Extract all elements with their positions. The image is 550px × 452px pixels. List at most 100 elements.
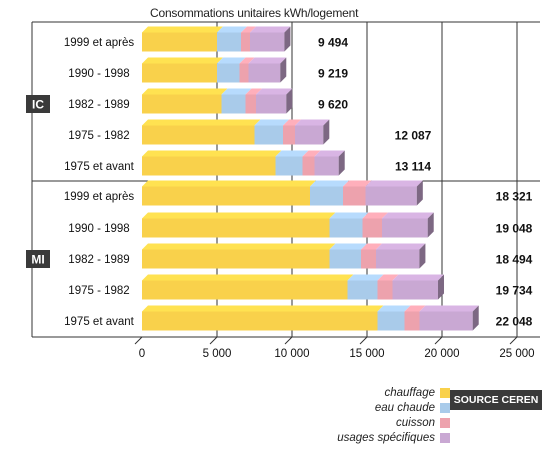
bar-segment-top: [365, 180, 423, 187]
legend-item-usages-specifiques: usages spécifiques: [300, 430, 450, 445]
bar-segment: [221, 94, 246, 114]
bar-end-face: [286, 88, 293, 114]
bar-segment: [142, 218, 330, 238]
data-label: 9 620: [318, 98, 348, 112]
bar-segment-top: [347, 274, 384, 281]
bar-segment-top: [362, 212, 388, 219]
x-tick-label: 25 000: [499, 348, 534, 360]
group-badge-label: IC: [32, 98, 44, 112]
category-label: 1990 - 1998: [68, 68, 129, 80]
bar-segment-top: [142, 212, 336, 219]
bar-segment-top: [142, 57, 223, 64]
bar-segment-top: [142, 243, 336, 250]
bar-segment-top: [245, 88, 262, 95]
bar-segment-top: [314, 150, 345, 157]
bar-segment-top: [329, 243, 367, 250]
bar-end-face: [338, 150, 345, 176]
bar-segment: [142, 94, 222, 114]
bar-segment: [329, 218, 363, 238]
data-label: 18 494: [496, 253, 533, 267]
bar-end-face: [438, 274, 445, 300]
x-tick: [134, 336, 143, 345]
bar-end-face: [419, 243, 426, 269]
x-tick: [434, 336, 443, 345]
bar-end-face: [323, 119, 330, 145]
bar-segment-top: [239, 57, 255, 64]
bar-segment-top: [377, 305, 411, 312]
bar-segment: [217, 32, 241, 52]
bar-segment-top: [250, 26, 291, 33]
category-label: 1990 - 1998: [68, 223, 129, 235]
bar-segment: [419, 311, 473, 331]
bar-segment: [310, 186, 343, 206]
bar-end-face: [427, 212, 434, 238]
bar-segment-top: [376, 243, 426, 250]
category-label: 1999 et après: [64, 37, 135, 49]
bar-segment-top: [310, 180, 349, 187]
bar-end-face: [284, 26, 291, 52]
data-label: 22 048: [496, 315, 533, 329]
bar-segment-top: [221, 88, 252, 95]
bar-segment: [362, 218, 382, 238]
data-label: 13 114: [395, 160, 431, 174]
bar-end-face: [416, 180, 423, 206]
bar-segment: [404, 311, 420, 331]
x-tick-label: 15 000: [349, 348, 384, 360]
bar-segment-top: [142, 305, 384, 312]
bar-segment: [245, 94, 256, 114]
bar-segment: [377, 280, 393, 300]
bar-segment: [361, 249, 376, 269]
bar-segment: [142, 125, 255, 145]
legend-swatch: [440, 387, 450, 398]
bar-segment: [142, 249, 330, 269]
bar-segment: [376, 249, 420, 269]
bar-segment: [382, 218, 428, 238]
bar-segment-top: [419, 305, 479, 312]
bar-segment-top: [142, 26, 223, 33]
bar-segment: [248, 63, 281, 83]
x-tick: [209, 336, 218, 345]
data-label: 19 734: [496, 284, 533, 298]
legend-swatch: [440, 402, 450, 413]
legend: chauffage eau chaude cuisson usages spéc…: [300, 385, 450, 445]
legend-item-chauffage: chauffage: [300, 385, 450, 400]
x-tick: [509, 336, 518, 345]
bar-segment: [329, 249, 361, 269]
group-badge: [26, 95, 50, 113]
x-tick-label: 10 000: [274, 348, 309, 360]
group-badge-label: MI: [31, 253, 44, 267]
bar-segment-top: [142, 274, 354, 281]
bar-segment: [365, 186, 417, 206]
bar-segment: [142, 186, 310, 206]
bar-segment-top: [377, 274, 399, 281]
bar-segment-top: [217, 26, 247, 33]
legend-label: eau chaude: [374, 401, 435, 414]
bar-segment-top: [142, 119, 261, 126]
data-label: 9 494: [318, 36, 348, 50]
bar-segment: [142, 156, 276, 176]
bar-segment-top: [361, 243, 382, 250]
category-label: 1982 - 1989: [68, 254, 129, 266]
legend-swatch: [440, 432, 450, 443]
bar-segment-top: [275, 150, 309, 157]
x-tick-label: 0: [139, 348, 145, 360]
x-tick: [359, 336, 368, 345]
x-tick-label: 20 000: [424, 348, 459, 360]
bar-segment-top: [241, 26, 256, 33]
bar-segment: [142, 63, 217, 83]
data-label: 18 321: [496, 190, 533, 204]
legend-item-eau-chaude: eau chaude: [300, 400, 450, 415]
bar-segment: [254, 125, 283, 145]
legend-label: cuisson: [396, 416, 435, 429]
bar-segment-top: [256, 88, 293, 95]
bar-segment-top: [382, 212, 434, 219]
bar-segment: [295, 125, 324, 145]
category-label: 1982 - 1989: [68, 99, 129, 111]
bar-segment: [239, 63, 249, 83]
bar-segment: [250, 32, 285, 52]
bar-segment: [217, 63, 240, 83]
bar-segment: [347, 280, 378, 300]
bar-segment-top: [142, 88, 228, 95]
